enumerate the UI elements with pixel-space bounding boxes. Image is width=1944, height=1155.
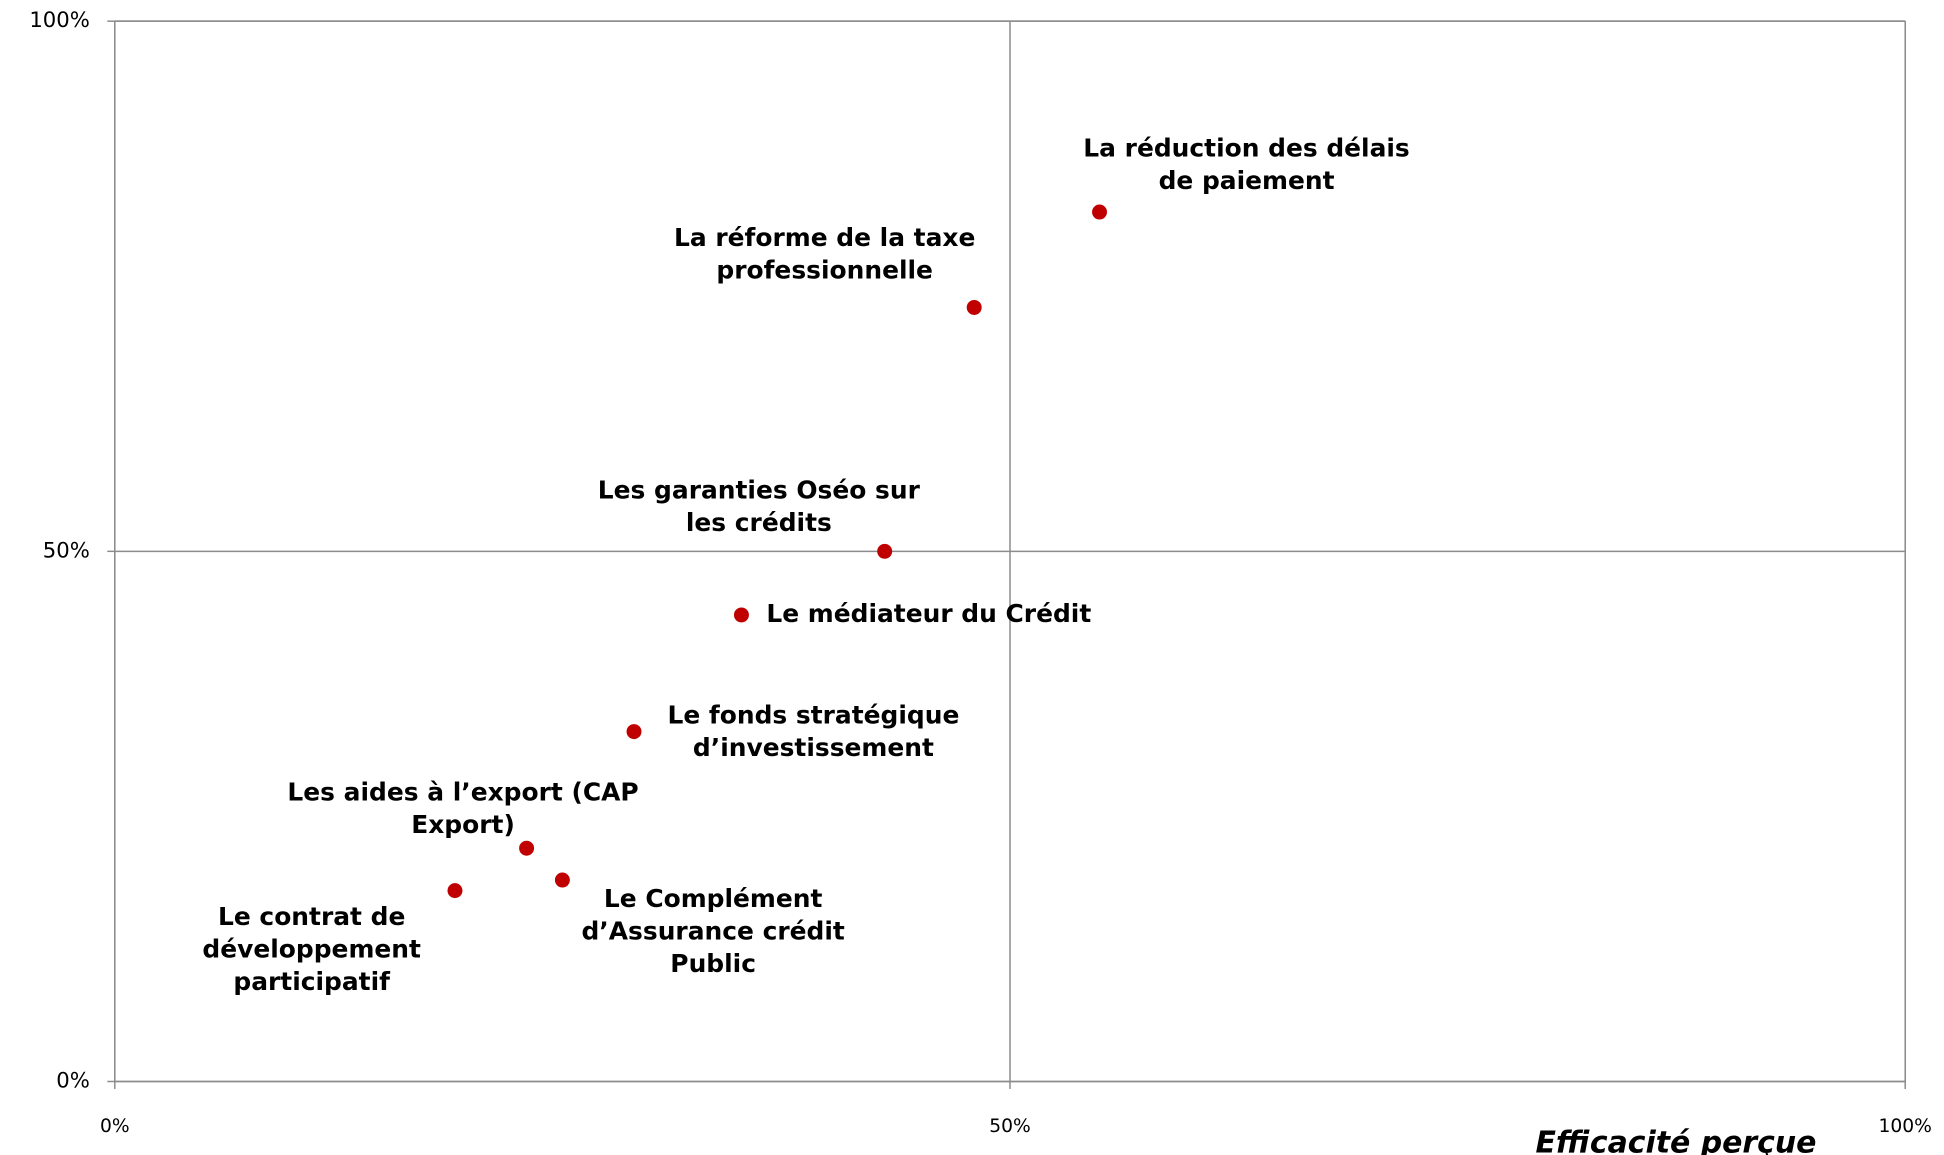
- point-label: La réforme de la taxe: [674, 223, 975, 252]
- point-label: Le Complément: [604, 884, 823, 913]
- point: [966, 299, 982, 315]
- x-tick-label: 100%: [1879, 1116, 1932, 1137]
- point-label: Les aides à l’export (CAP: [287, 777, 638, 806]
- point: [877, 543, 893, 559]
- x-axis-label: Efficacité perçue: [1535, 1125, 1816, 1155]
- point: [554, 872, 570, 888]
- point-label: développement: [202, 934, 421, 963]
- x-tick-label: 50%: [989, 1116, 1031, 1137]
- point-label: La réduction des délais: [1083, 134, 1409, 163]
- point: [519, 840, 535, 856]
- point-label: Le médiateur du Crédit: [766, 599, 1091, 628]
- point-label: de paiement: [1159, 166, 1335, 195]
- point: [1092, 204, 1107, 220]
- y-tick-label: 100%: [29, 7, 90, 32]
- point-label: Le contrat de: [218, 902, 405, 931]
- point: [626, 724, 642, 740]
- point-label: d’investissement: [693, 733, 934, 762]
- point-label: Les garanties Oséo sur: [598, 476, 921, 505]
- point-label: les crédits: [686, 508, 832, 537]
- point-label: participatif: [233, 967, 391, 996]
- point-label: professionnelle: [716, 255, 933, 284]
- point: [447, 883, 463, 899]
- y-tick-label: 50%: [43, 537, 90, 562]
- point: [733, 607, 749, 623]
- point-label: Export): [411, 810, 515, 839]
- point-label: d’Assurance crédit: [581, 916, 844, 945]
- y-tick-label: 0%: [56, 1067, 90, 1092]
- x-tick-label: 0%: [100, 1116, 130, 1137]
- point-label: Public: [670, 949, 756, 978]
- point-label: Le fonds stratégique: [667, 701, 959, 730]
